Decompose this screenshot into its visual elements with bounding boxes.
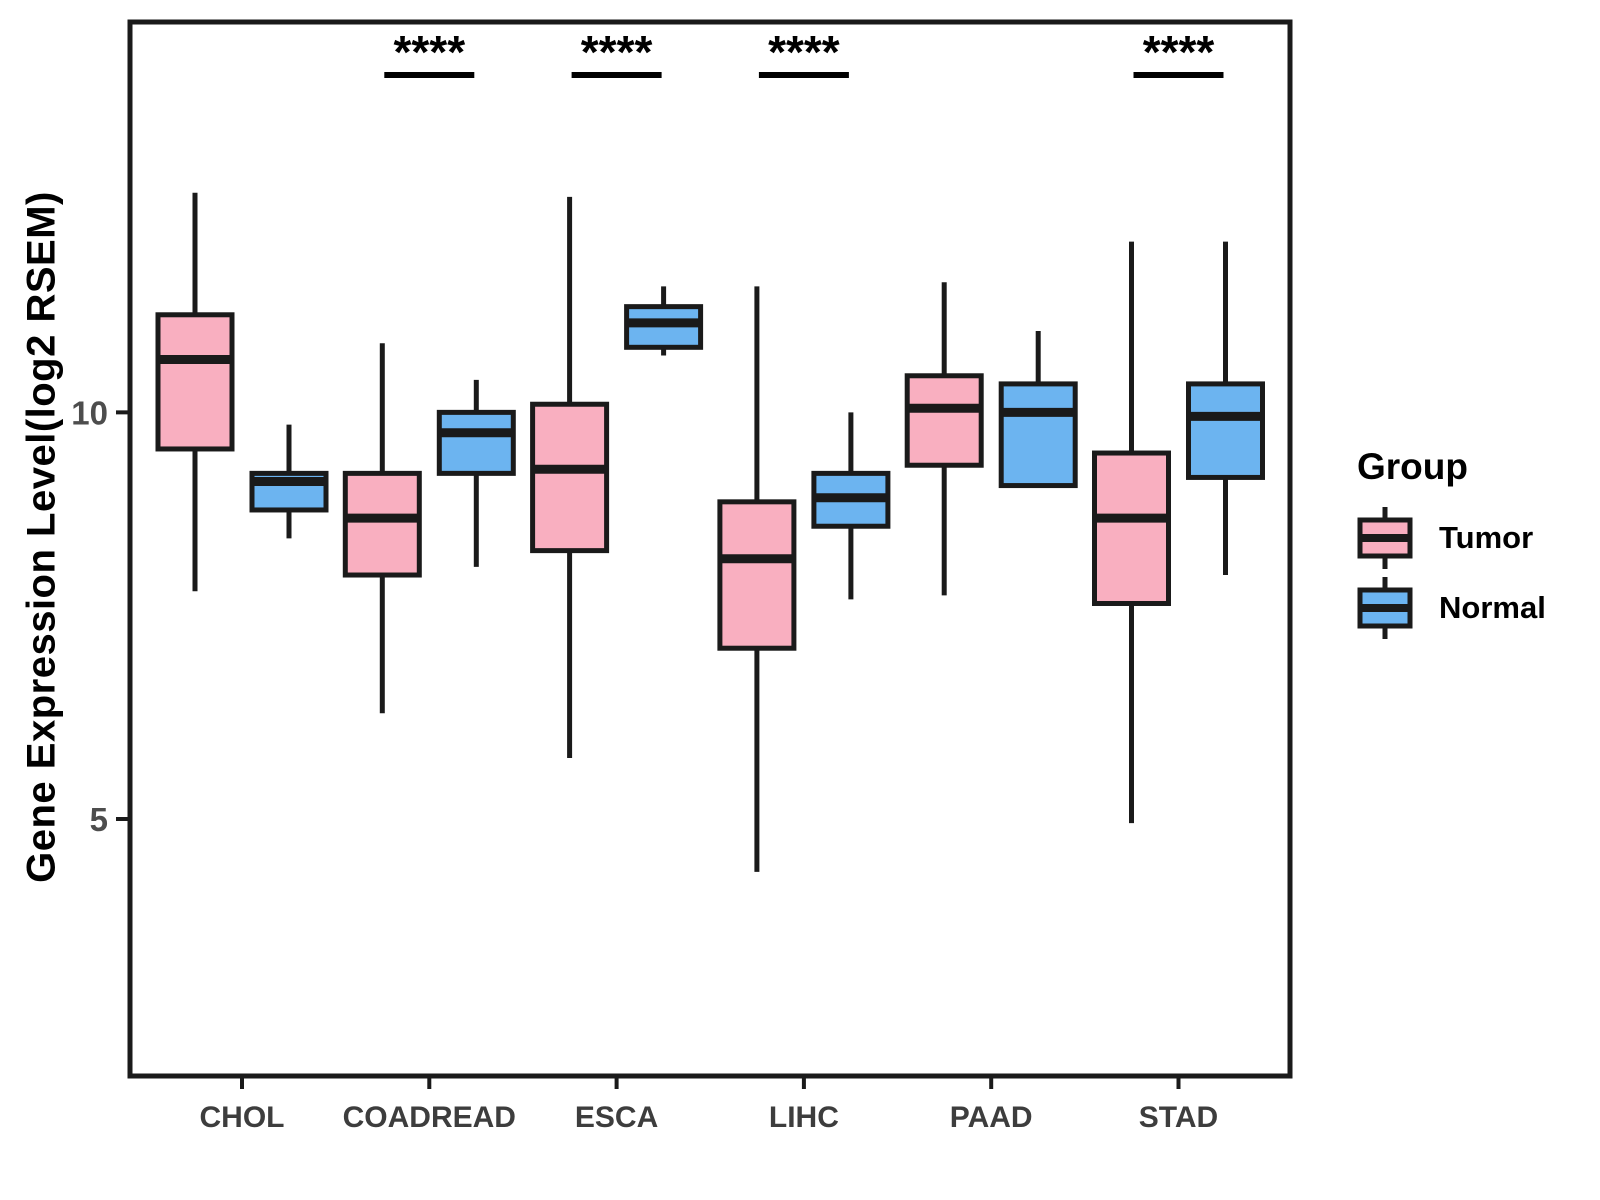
legend-title: Group <box>1357 446 1468 487</box>
x-tick-label-stad: STAD <box>1139 1101 1218 1134</box>
x-tick-label-lihc: LIHC <box>769 1101 839 1134</box>
x-tick-label-coadread: COADREAD <box>343 1101 516 1134</box>
box-coadread-normal <box>436 409 516 476</box>
box-coadread-tumor <box>342 470 422 578</box>
y-axis-title: Gene Expression Level(log2 RSEM) <box>19 191 64 883</box>
box-stad-normal <box>1186 381 1265 480</box>
normal-boxplot-glyph-icon <box>1357 577 1413 639</box>
significance-underline-stad <box>1133 72 1224 78</box>
significance-stars-lihc: **** <box>768 26 840 78</box>
significance-underline-coadread <box>384 72 475 78</box>
box-esca-tumor <box>530 401 610 554</box>
box-paad-tumor <box>904 373 984 468</box>
plot-panel-border <box>127 19 1293 1079</box>
significance-stars-stad: **** <box>1143 26 1215 78</box>
y-tick-label-10: 10 <box>71 394 108 431</box>
box-paad-normal <box>998 381 1078 489</box>
x-tick-label-paad: PAAD <box>950 1101 1033 1134</box>
box-stad-tumor <box>1092 450 1171 606</box>
tumor-boxplot-glyph-icon <box>1357 507 1413 569</box>
y-tick-label-5: 5 <box>90 801 108 838</box>
significance-underline-esca <box>571 72 662 78</box>
box-lihc-tumor <box>717 499 797 651</box>
significance-underline-lihc <box>758 72 849 78</box>
x-tick-label-chol: CHOL <box>200 1101 285 1134</box>
significance-stars-coadread: **** <box>393 26 465 78</box>
legend-label-tumor: Tumor <box>1439 520 1534 555</box>
legend-label-normal: Normal <box>1439 590 1546 625</box>
legend-item-tumor: Tumor <box>1357 506 1546 570</box>
legend-item-normal: Normal <box>1357 576 1546 640</box>
legend: Group Tumor Normal <box>1357 448 1546 646</box>
x-tick-label-esca: ESCA <box>575 1101 658 1134</box>
significance-stars-esca: **** <box>581 26 653 78</box>
box-chol-tumor <box>155 312 235 452</box>
